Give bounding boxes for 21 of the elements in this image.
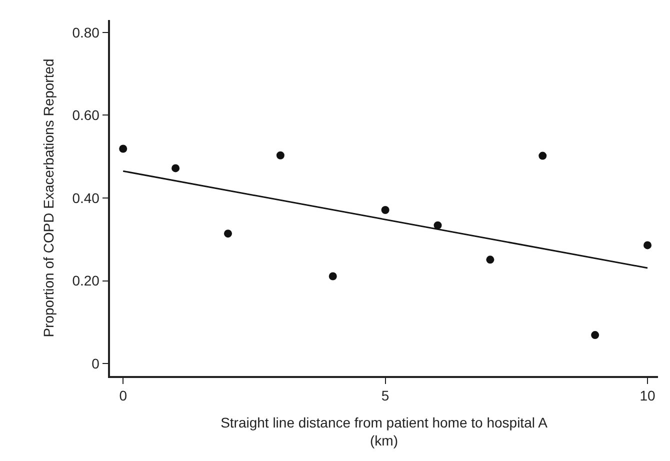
point [434, 221, 442, 230]
point [328, 272, 337, 280]
y-tick-label: 0.20 [72, 272, 100, 289]
point [172, 164, 180, 172]
point [591, 331, 600, 340]
point [538, 152, 547, 160]
y-tick-label: 0.40 [72, 190, 100, 206]
x-tick-label: 0 [119, 388, 128, 404]
x-tick-label: 10 [640, 388, 656, 404]
point [119, 144, 128, 153]
point [224, 230, 232, 238]
x-axis-title: Straight line distance from patient home to hospital A (km) [220, 414, 548, 449]
point [276, 151, 284, 160]
y-tick-label: 0.60 [72, 107, 100, 124]
y-tick-label: 0.80 [72, 24, 100, 40]
y-tick-label: 0 [92, 355, 100, 372]
point [381, 206, 390, 214]
x-tick-label: 5 [381, 388, 390, 404]
y-axis-title: Proportion of COPD Exacerbations Reported [40, 58, 56, 338]
point [644, 241, 652, 250]
point [486, 256, 494, 264]
